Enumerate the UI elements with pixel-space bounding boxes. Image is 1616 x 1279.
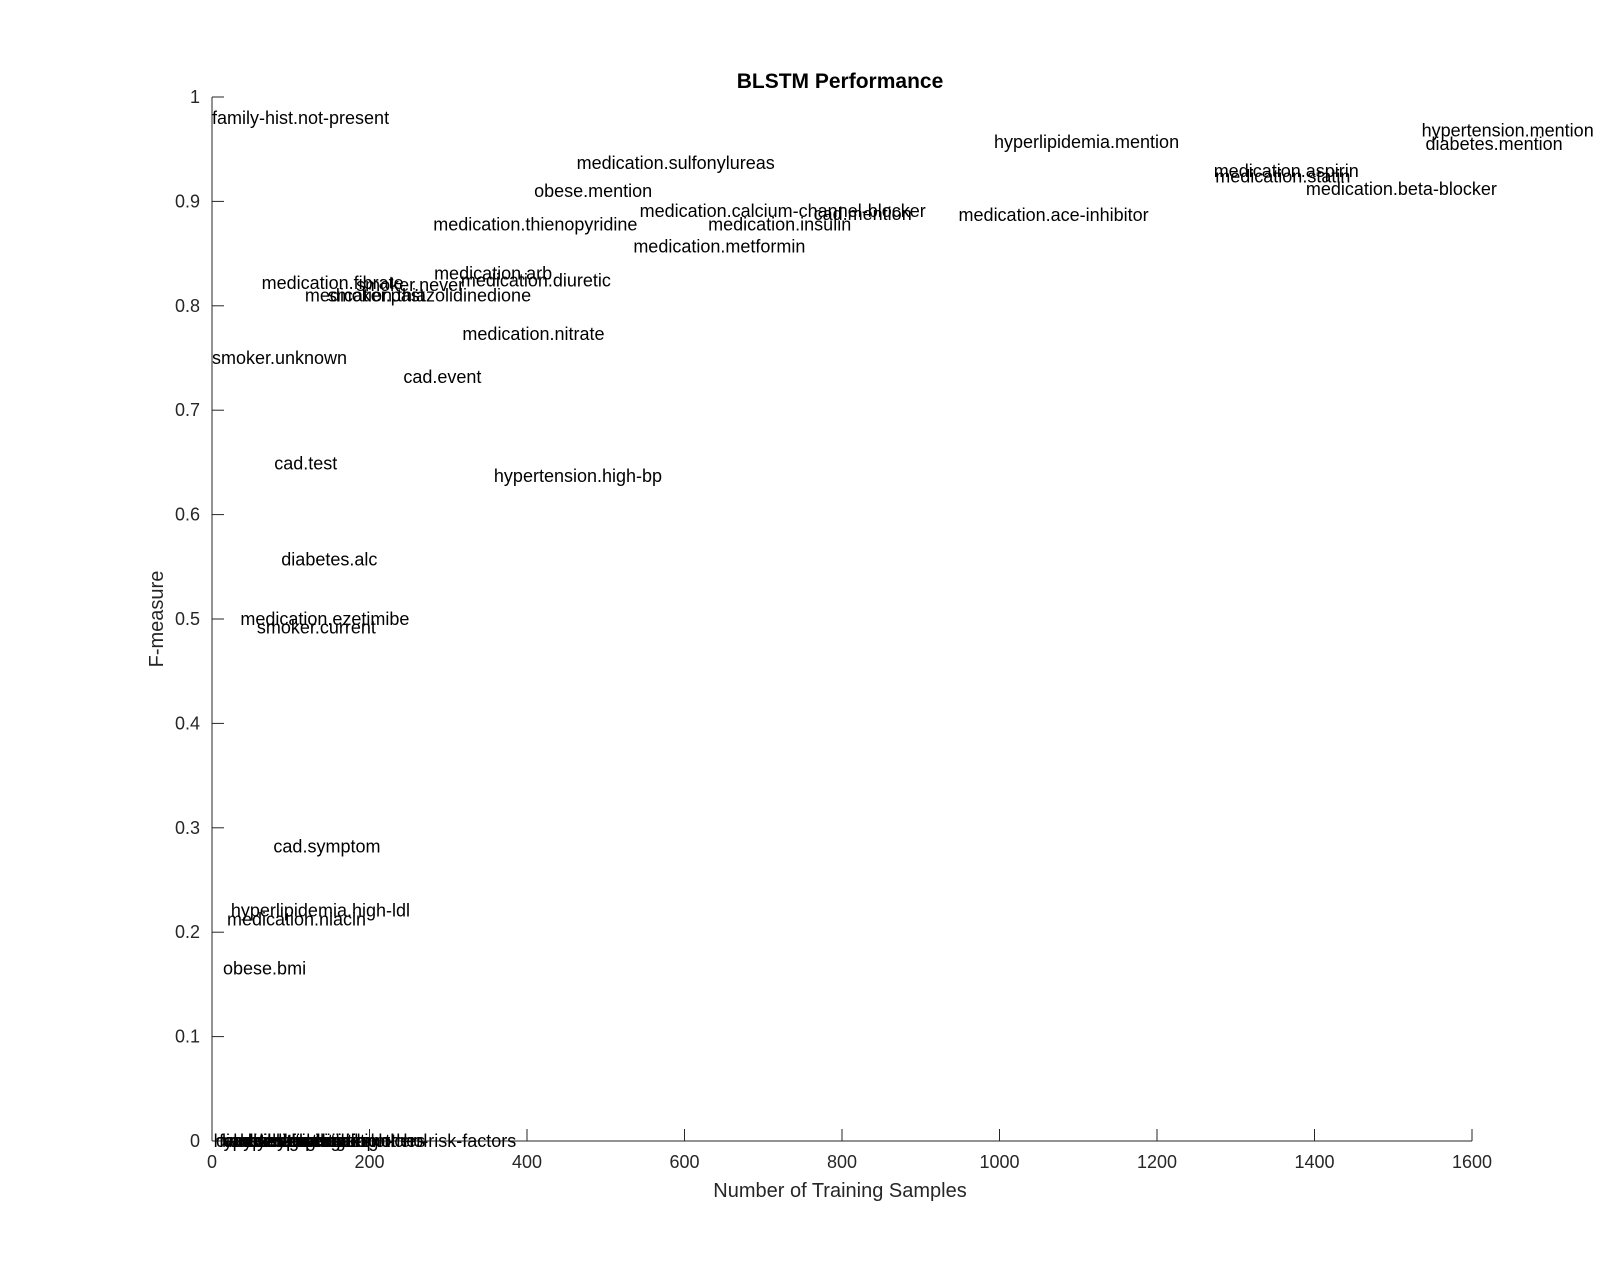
data-point-label: medication.fibrate bbox=[262, 273, 404, 293]
data-point-label: medication.diuretic bbox=[461, 271, 611, 291]
data-point-label: diabetes.mention bbox=[1426, 134, 1563, 154]
y-tick-label: 0.1 bbox=[175, 1027, 200, 1047]
y-tick-label: 0.8 bbox=[175, 296, 200, 316]
x-tick-label: 800 bbox=[827, 1152, 857, 1172]
data-point-label: medication.statin bbox=[1215, 166, 1350, 186]
y-tick-label: 0.5 bbox=[175, 609, 200, 629]
data-point-label: smoker.never bbox=[356, 275, 464, 295]
data-point-label: medication.insulin bbox=[708, 214, 851, 234]
data-point-label: smoker.current bbox=[257, 617, 376, 637]
x-tick-label: 1600 bbox=[1452, 1152, 1492, 1172]
data-point-label: cad.symptom bbox=[273, 837, 380, 857]
x-tick-label: 1400 bbox=[1294, 1152, 1334, 1172]
data-point-label: medication.niacin bbox=[227, 910, 366, 930]
data-point-label: hypertension.mention bbox=[1422, 120, 1594, 140]
data-point-label: cad.event bbox=[403, 367, 481, 387]
data-point-label: cad.mention bbox=[814, 204, 912, 224]
data-point-label: cad.risk-factors bbox=[223, 1131, 345, 1151]
data-point-label: diabetes.alc bbox=[281, 549, 377, 569]
data-point-label: smoker.unknown bbox=[212, 348, 347, 368]
data-point-label: medication.metformin bbox=[633, 236, 805, 256]
y-tick-label: 0.3 bbox=[175, 818, 200, 838]
data-points: family-hist.not-present hyperlipidemia.me… bbox=[212, 108, 1594, 1151]
data-point-label: obese.mention bbox=[534, 181, 652, 201]
data-point-label: diabetes.high-bp bbox=[244, 1131, 377, 1151]
x-ticks: 0 200 400 600 800 1000 1200 1400 1600 bbox=[207, 1129, 1492, 1172]
data-point-label: medication.ace-inhibitor bbox=[959, 205, 1149, 225]
x-tick-label: 1000 bbox=[979, 1152, 1019, 1172]
y-axis-label: F-measure bbox=[146, 571, 168, 668]
data-point-label: obese.bmi bbox=[223, 959, 306, 979]
data-point-label: cad.test bbox=[274, 453, 337, 473]
x-tick-label: 1200 bbox=[1137, 1152, 1177, 1172]
data-point-label: medication.sulfonylureas bbox=[577, 153, 775, 173]
data-point-label: medication.aspirin bbox=[1214, 161, 1359, 181]
data-point-label: medication.thienopyridine bbox=[433, 214, 637, 234]
x-tick-label: 400 bbox=[512, 1152, 542, 1172]
data-point-label: family-hist.not-present bbox=[212, 108, 389, 128]
y-tick-label: 1 bbox=[190, 87, 200, 107]
data-point-label: hypertension.others bbox=[267, 1131, 425, 1151]
y-tick-label: 0.4 bbox=[175, 713, 200, 733]
data-point-label: smoker.ever bbox=[250, 1131, 348, 1151]
data-point-label: diabetes.glucose bbox=[216, 1131, 351, 1151]
y-tick-label: 0.2 bbox=[175, 922, 200, 942]
data-point-label: family-hist.present bbox=[219, 1131, 365, 1151]
data-point-label: medication.arb bbox=[434, 263, 552, 283]
data-point-label: hyperlipidemia.high-chol bbox=[233, 1131, 427, 1151]
data-point-label: medication.thiazolidinedione bbox=[305, 285, 531, 305]
y-tick-label: 0 bbox=[190, 1131, 200, 1151]
data-point-label: hyperlipidemia.mention bbox=[994, 132, 1179, 152]
data-point-label: medication.others bbox=[229, 1131, 371, 1151]
x-tick-label: 600 bbox=[669, 1152, 699, 1172]
data-point-label: medication.calcium-channel-blocker bbox=[640, 201, 926, 221]
y-tick-label: 0.9 bbox=[175, 191, 200, 211]
x-tick-label: 0 bbox=[207, 1152, 217, 1172]
data-point-label: obese.waist bbox=[238, 1131, 333, 1151]
data-point-label: medication.beta-blocker bbox=[1306, 179, 1497, 199]
y-tick-label: 0.6 bbox=[175, 505, 200, 525]
data-point-label: medication.other-risk-factors bbox=[289, 1131, 516, 1151]
data-point-label: smoker.past bbox=[328, 285, 425, 305]
data-point-label: medication.nitrate bbox=[462, 324, 604, 344]
y-ticks: 0 0.1 0.2 0.3 0.4 0.5 0.6 0.7 0.8 0.9 1 bbox=[175, 87, 224, 1151]
data-point-label: cad.high-risk bbox=[258, 1131, 361, 1151]
data-point-label: hypertension.high-chol bbox=[214, 1131, 395, 1151]
chart-title: BLSTM Performance bbox=[737, 70, 944, 93]
data-point-label: hypertension.high-bp bbox=[494, 466, 662, 486]
data-point-label: medication.ezetimibe bbox=[240, 609, 409, 629]
data-point-label: hyperlipidemia.high-ldl bbox=[231, 900, 410, 920]
x-axis-label: Number of Training Samples bbox=[713, 1180, 966, 1202]
x-tick-label: 200 bbox=[354, 1152, 384, 1172]
y-tick-label: 0.7 bbox=[175, 400, 200, 420]
